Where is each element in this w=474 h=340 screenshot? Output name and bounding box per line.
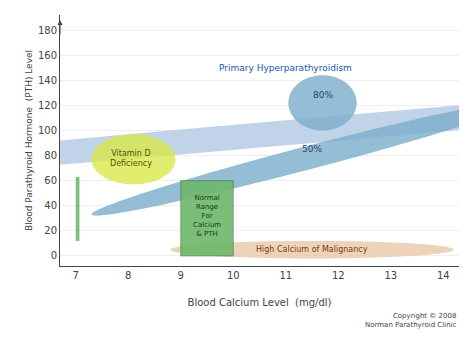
svg-text:14: 14 [437,270,450,281]
svg-text:160: 160 [38,50,57,61]
svg-text:Primary Hyperparathyroidism: Primary Hyperparathyroidism [219,63,352,73]
svg-text:13: 13 [384,270,397,281]
svg-text:Vitamin DDeficiency: Vitamin DDeficiency [110,149,152,168]
svg-text:100: 100 [38,125,57,136]
svg-text:120: 120 [38,100,57,111]
svg-text:0: 0 [51,250,57,261]
svg-text:High Calcium of Malignancy: High Calcium of Malignancy [256,245,368,254]
svg-text:12: 12 [332,270,345,281]
svg-text:Blood Calcium Level (mg/dl): Blood Calcium Level (mg/dl) [188,297,332,308]
svg-text:Copyright © 2008Norman Parathy: Copyright © 2008Norman Parathyroid Clini… [365,312,457,329]
svg-text:20: 20 [44,225,57,236]
svg-text:7: 7 [73,270,79,281]
svg-text:140: 140 [38,75,57,86]
svg-text:NormalRangeForCalcium& PTH: NormalRangeForCalcium& PTH [193,194,221,238]
svg-text:Blood Parathyroid Hormone (PT: Blood Parathyroid Hormone (PTH) Level [24,50,34,231]
svg-text:10: 10 [227,270,240,281]
svg-text:11: 11 [279,270,292,281]
svg-text:80%: 80% [313,90,333,100]
svg-text:180: 180 [38,25,57,36]
svg-text:50%: 50% [302,144,322,154]
svg-text:60: 60 [44,175,57,186]
svg-text:8: 8 [125,270,131,281]
svg-text:80: 80 [44,150,57,161]
svg-text:9: 9 [178,270,184,281]
svg-text:40: 40 [44,200,57,211]
